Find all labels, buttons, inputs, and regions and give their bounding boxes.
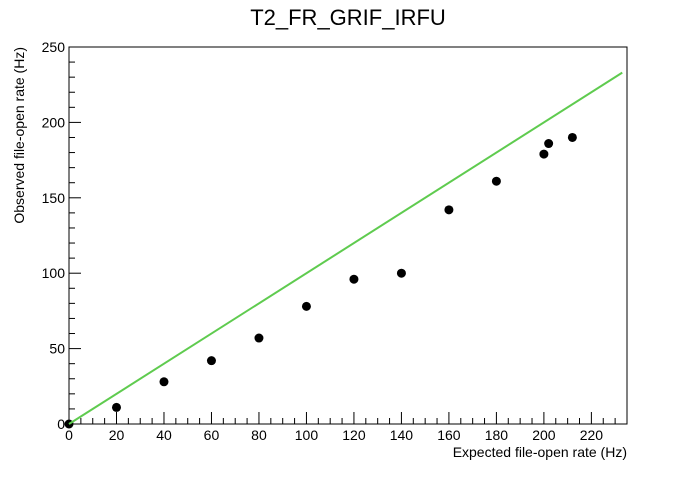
y-tick-label: 150 [42, 190, 66, 206]
y-tick-label: 100 [42, 265, 66, 281]
x-tick-label: 60 [204, 427, 220, 443]
data-point [301, 301, 311, 311]
data-point [567, 132, 577, 142]
series-layer [64, 71, 623, 429]
data-point [396, 268, 406, 278]
x-tick-label: 40 [156, 427, 172, 443]
x-tick-label: 120 [342, 427, 366, 443]
x-tick-label: 220 [580, 427, 604, 443]
chart-title: T2_FR_GRIF_IRFU [250, 5, 446, 30]
x-tick-label: 140 [390, 427, 414, 443]
y-tick-label: 50 [49, 341, 65, 357]
y-axis-tick-labels: 0 50 100 150 200 250 [42, 39, 66, 432]
x-tick-label: 200 [532, 427, 556, 443]
x-axis-ticks [68, 412, 628, 424]
x-tick-label: 100 [295, 427, 319, 443]
x-tick-label: 20 [109, 427, 125, 443]
data-point [349, 274, 359, 284]
plot-frame [68, 46, 628, 425]
data-point [159, 377, 169, 387]
data-point [254, 333, 264, 343]
data-point [544, 139, 554, 149]
reference-line [68, 71, 623, 425]
x-axis-tick-labels: 0 20 40 60 80 100 120 140 160 180 200 220 [65, 427, 603, 443]
data-point [539, 149, 549, 159]
y-axis-ticks [69, 46, 81, 425]
x-tick-label: 80 [251, 427, 267, 443]
data-point [491, 176, 501, 186]
y-axis-label: Observed file-open rate (Hz) [11, 47, 27, 224]
x-tick-label: 160 [437, 427, 461, 443]
y-tick-label: 250 [42, 39, 66, 55]
data-point [444, 205, 454, 215]
x-tick-label: 0 [65, 427, 73, 443]
data-point [206, 356, 216, 366]
x-tick-label: 180 [485, 427, 509, 443]
x-axis-label: Expected file-open rate (Hz) [453, 444, 627, 460]
y-tick-label: 200 [42, 114, 66, 130]
data-point [111, 402, 121, 412]
y-tick-label: 0 [57, 416, 65, 432]
